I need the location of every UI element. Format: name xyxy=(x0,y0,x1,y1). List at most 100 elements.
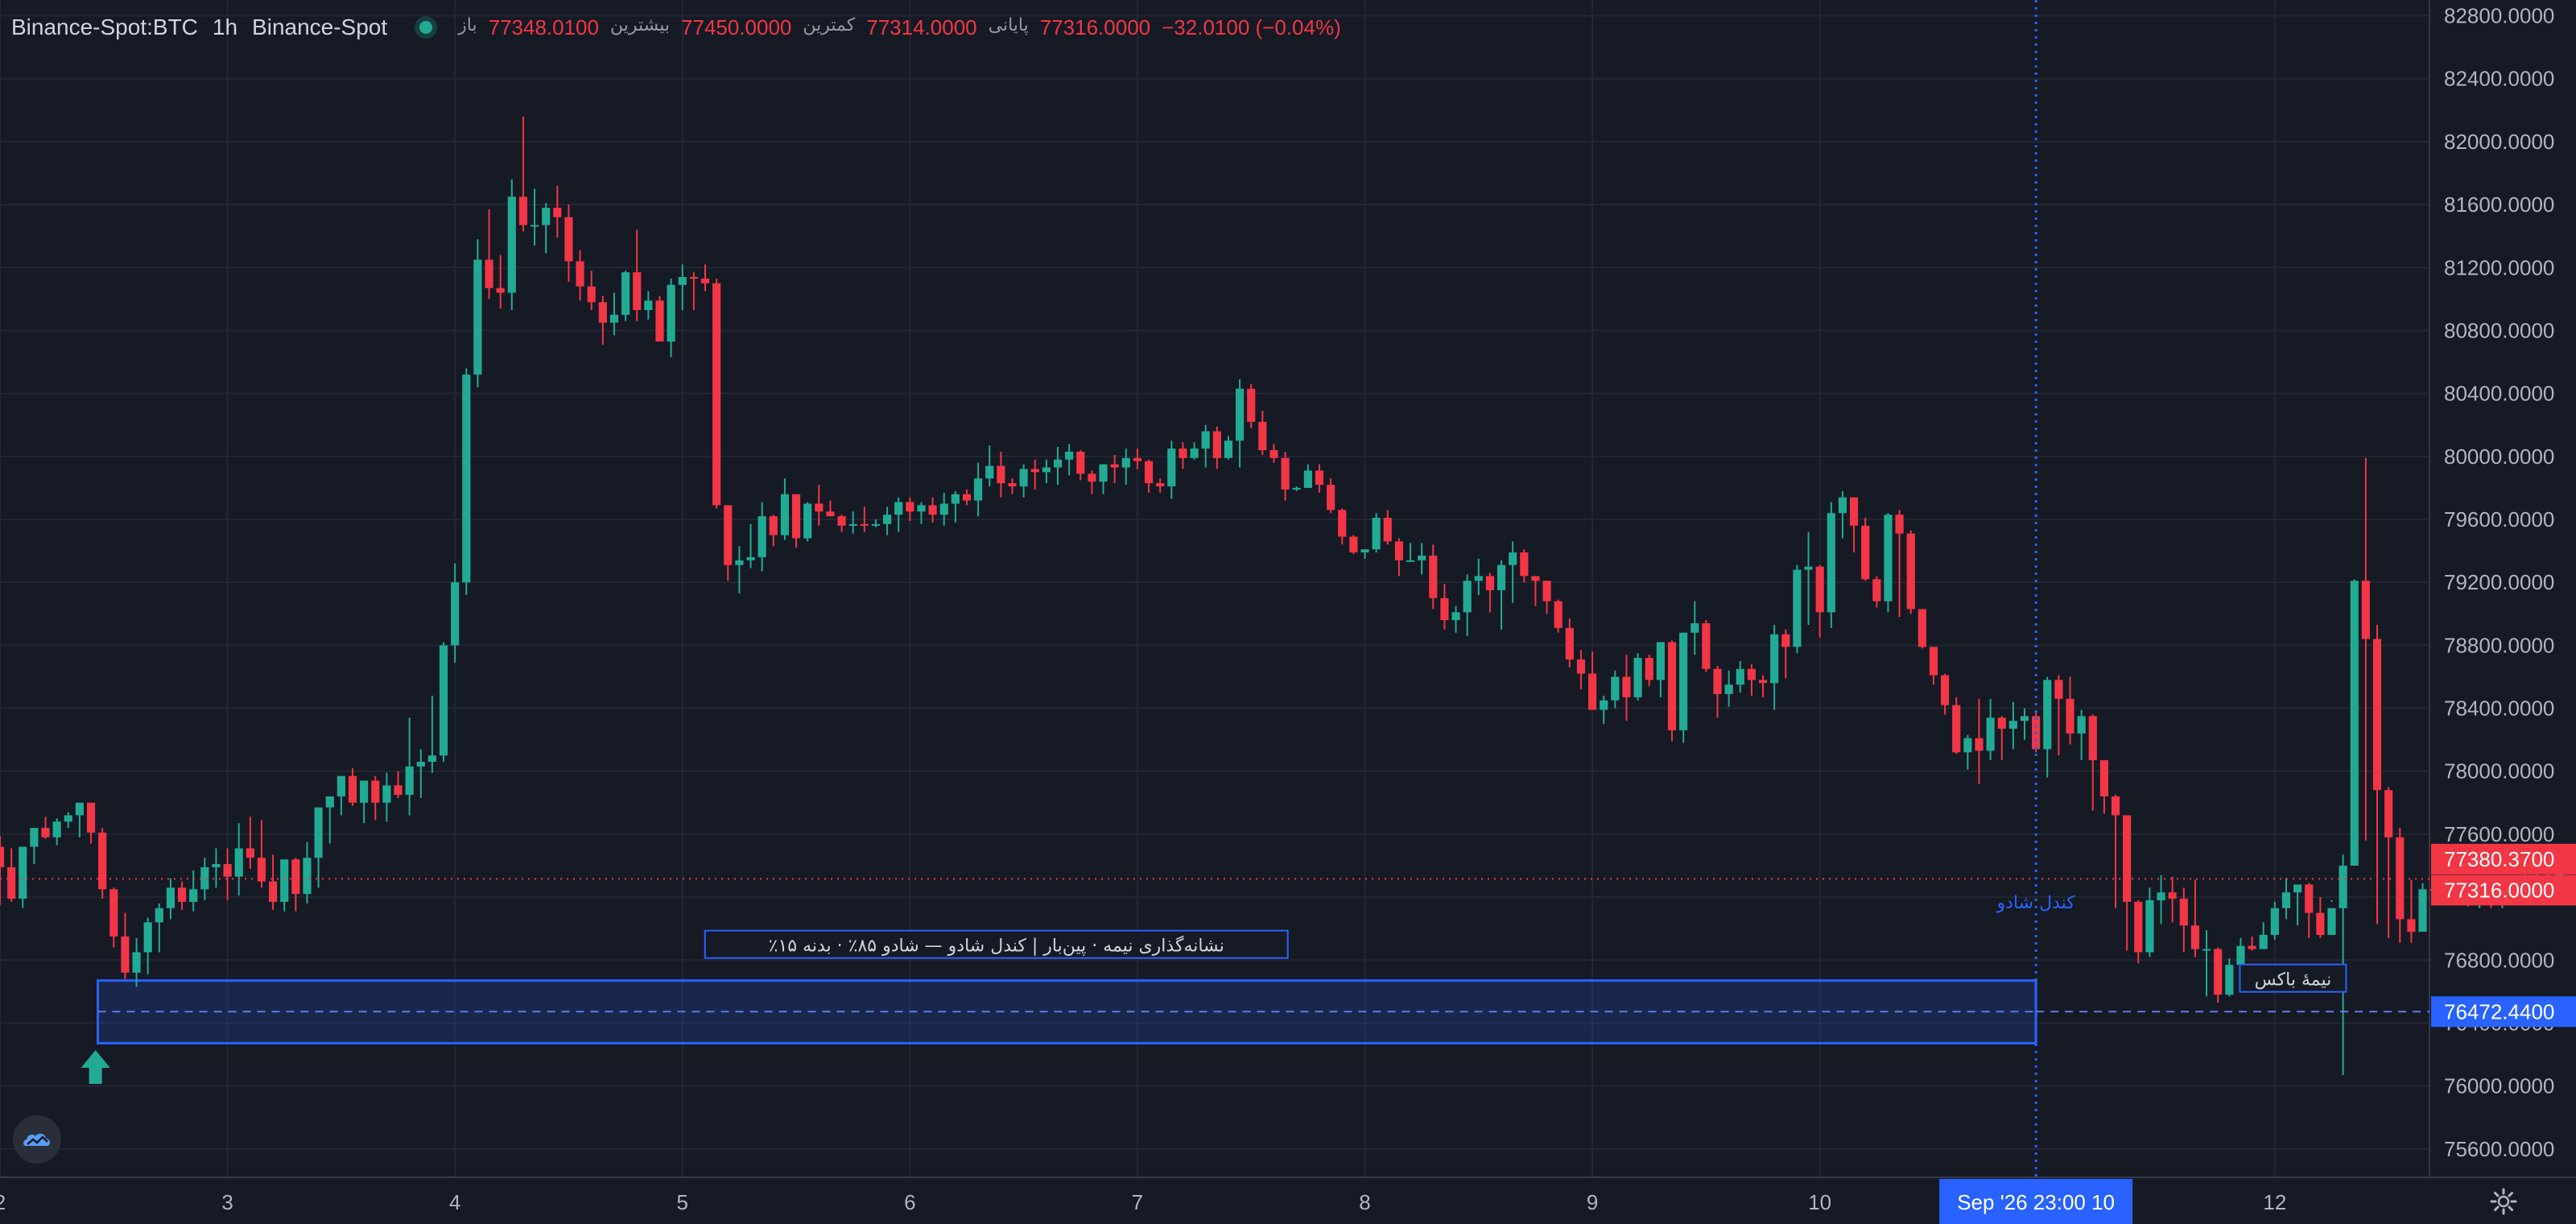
y-tick-label: 78400.0000 xyxy=(2444,697,2554,721)
candle-body xyxy=(609,314,619,323)
live-dot-icon xyxy=(419,21,433,34)
y-tick-label: 82800.0000 xyxy=(2444,4,2554,28)
y-tick-label: 80000.0000 xyxy=(2444,445,2554,469)
candle-body xyxy=(917,505,926,512)
candle-body xyxy=(2179,899,2188,926)
x-tick-label: 10 xyxy=(1808,1190,1831,1214)
candle-body xyxy=(2099,760,2108,796)
candle-body xyxy=(542,208,551,225)
candle-body xyxy=(2043,680,2052,750)
candle-body xyxy=(974,478,983,501)
candle-body xyxy=(1451,612,1460,621)
candle-body xyxy=(1065,451,1074,460)
candle-body xyxy=(1303,470,1312,488)
candle-body xyxy=(1520,552,1529,577)
candle-body xyxy=(633,272,642,311)
cloud-logo-icon[interactable] xyxy=(13,1115,61,1164)
candle-body xyxy=(928,505,937,515)
candle-body xyxy=(712,283,721,506)
y-tick-label: 75600.0000 xyxy=(2444,1137,2554,1161)
interval-label[interactable]: 1h xyxy=(212,14,238,39)
candle-body xyxy=(1941,675,1950,705)
candle-body xyxy=(758,516,766,557)
candle-body xyxy=(52,821,61,837)
shadow-label: کندل شادو xyxy=(1996,893,2076,913)
candle-body xyxy=(507,196,516,293)
candle-body xyxy=(1099,464,1108,482)
candle-body xyxy=(0,846,5,867)
crosshair-time-label: Sep '26 23:00 10 xyxy=(1957,1190,2115,1214)
candle-body xyxy=(1690,623,1699,633)
candle-body xyxy=(2202,949,2211,951)
candle-body xyxy=(314,807,323,858)
candles[interactable] xyxy=(0,0,2564,1075)
price-tag-label: 77316.0000 xyxy=(2444,878,2554,902)
candle-body xyxy=(1576,659,1586,674)
candle-body xyxy=(837,516,846,526)
candle-body xyxy=(86,802,96,833)
candle-body xyxy=(2168,892,2177,899)
change-value: −32.0100 (−0.04%) xyxy=(1162,14,1341,39)
candle-body xyxy=(1963,738,1972,753)
candle-body xyxy=(1861,525,1870,580)
candle-body xyxy=(689,277,698,279)
candle-body xyxy=(564,217,573,262)
candle-body xyxy=(1269,450,1278,458)
candle-body xyxy=(1804,566,1813,570)
candle-body xyxy=(257,858,266,882)
candle-body xyxy=(30,828,39,847)
candle-body xyxy=(700,278,710,283)
candle-body xyxy=(132,952,141,973)
candle-body xyxy=(1144,461,1154,484)
candle-body xyxy=(1906,533,1915,610)
candle-body xyxy=(394,785,402,796)
candle-body xyxy=(1656,642,1665,680)
candle-body xyxy=(598,302,607,323)
candle-body xyxy=(1418,555,1426,560)
candle-body xyxy=(2054,680,2063,699)
symbol-name[interactable]: Binance-Spot:BTC xyxy=(11,14,198,39)
candle-body xyxy=(1360,549,1369,553)
candle-body xyxy=(280,859,289,902)
half-box-label: نیمهٔ باکس xyxy=(2255,970,2332,990)
gear-icon[interactable] xyxy=(2489,1187,2518,1216)
candle-body xyxy=(1212,431,1221,458)
candle-body xyxy=(1338,510,1347,537)
candle-body xyxy=(518,196,528,225)
candle-body xyxy=(951,494,960,504)
price-tags: 77380.3700 77316.0000 76472.4400 xyxy=(2431,843,2576,1028)
candle-body xyxy=(1747,668,1756,680)
candle-body xyxy=(1088,473,1096,482)
candle-body xyxy=(2396,837,2405,920)
candle-body xyxy=(303,858,312,895)
candle-body xyxy=(1929,647,1938,676)
candle-body xyxy=(644,300,653,311)
candle-body xyxy=(1622,676,1631,697)
candle-body xyxy=(1383,518,1392,542)
exchange-name: Binance-Spot xyxy=(252,14,388,39)
candle-body xyxy=(1394,541,1403,560)
candle-body xyxy=(2066,698,2074,734)
candle-body xyxy=(1895,515,1904,534)
candle-body xyxy=(1827,513,1835,613)
candle-body xyxy=(1975,738,1984,751)
candle-body xyxy=(1781,634,1790,647)
candle-body xyxy=(1247,388,1256,422)
candle-body xyxy=(1076,451,1085,474)
high-label: بیشترین xyxy=(609,14,671,35)
candle-body xyxy=(1702,623,1711,669)
candle-body xyxy=(1167,449,1176,486)
candle-body xyxy=(894,502,903,515)
candle-body xyxy=(2384,790,2393,837)
candle-body xyxy=(371,780,380,803)
candle-body xyxy=(1986,717,1995,751)
candle-body xyxy=(2248,945,2256,949)
candle-body xyxy=(2077,716,2086,734)
candle-body xyxy=(1588,673,1597,710)
candle-body xyxy=(1793,569,1802,647)
x-tick-label: 7 xyxy=(1132,1190,1143,1214)
symbol-legend: Binance-Spot:BTC 1h Binance-Spot باز 773… xyxy=(11,11,1341,43)
candle-body xyxy=(1838,497,1847,514)
